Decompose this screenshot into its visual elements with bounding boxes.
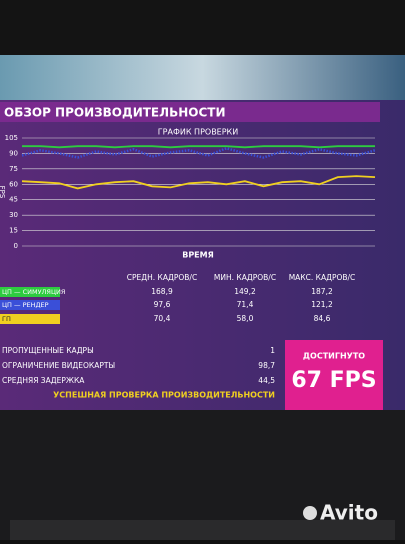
chart-title: ГРАФИК ПРОВЕРКИ (158, 128, 238, 137)
table-cell: 168,9 (151, 287, 173, 296)
table-cell: 121,2 (311, 300, 333, 309)
y-tick-label: 0 (14, 242, 18, 250)
series-line (21, 175, 376, 190)
table-cell: 71,4 (237, 300, 254, 309)
table-cell: 187,2 (311, 287, 333, 296)
game-scene (0, 55, 405, 105)
y-tick-label: 75 (9, 165, 18, 173)
table-header: МИН. КАДРОВ/С (214, 273, 276, 282)
keyboard (10, 520, 395, 540)
stat-value: 44,5 (258, 376, 275, 385)
stat-value: 98,7 (258, 361, 275, 370)
y-tick-label: 90 (9, 149, 18, 157)
table-cell: 70,4 (154, 314, 171, 323)
stat-label: ОГРАНИЧЕНИЕ ВИДЕОКАРТЫ (2, 361, 115, 370)
x-axis-label: ВРЕМЯ (182, 251, 214, 260)
series-line (21, 146, 376, 159)
legend-label: ЦП — СИМУЛЯЦИЯ (2, 288, 65, 296)
result-box (285, 340, 383, 410)
legend-swatch (0, 300, 60, 310)
table-cell: 84,6 (314, 314, 331, 323)
y-tick-label: 105 (5, 134, 18, 142)
watermark: Avito (320, 501, 378, 525)
table-cell: 58,0 (237, 314, 254, 323)
result-value: 67 FPS (291, 368, 376, 393)
stat-value: 1 (270, 346, 275, 355)
table-header: СРЕДН. КАДРОВ/С (127, 273, 197, 282)
legend-swatch (0, 287, 60, 297)
watermark-icon (303, 506, 317, 520)
header-title: ОБЗОР ПРОИЗВОДИТЕЛЬНОСТИ (4, 106, 226, 120)
y-axis-label: FPS (0, 186, 6, 199)
table-header: МАКС. КАДРОВ/С (289, 273, 356, 282)
status: УСПЕШНАЯ ПРОВЕРКА ПРОИЗВОДИТЕЛЬНОСТИ (53, 391, 275, 400)
table-cell: 97,6 (154, 300, 171, 309)
y-tick-label: 30 (9, 211, 18, 219)
series-line (22, 145, 375, 149)
result-label: ДОСТИГНУТО (303, 352, 365, 361)
header-bar (0, 102, 380, 122)
stat-label: СРЕДНЯЯ ЗАДЕРЖКА (2, 376, 85, 385)
legend-label: ЦП — РЕНДЕР (2, 301, 49, 309)
stat-label: ПРОПУЩЕННЫЕ КАДРЫ (2, 346, 94, 355)
y-tick-label: 45 (9, 196, 18, 204)
y-tick-label: 60 (9, 180, 18, 188)
table-cell: 149,2 (234, 287, 256, 296)
legend-label: ГП (2, 315, 11, 323)
legend-swatch (0, 314, 60, 324)
laptop-bezel (0, 410, 405, 540)
y-tick-label: 15 (9, 227, 18, 235)
